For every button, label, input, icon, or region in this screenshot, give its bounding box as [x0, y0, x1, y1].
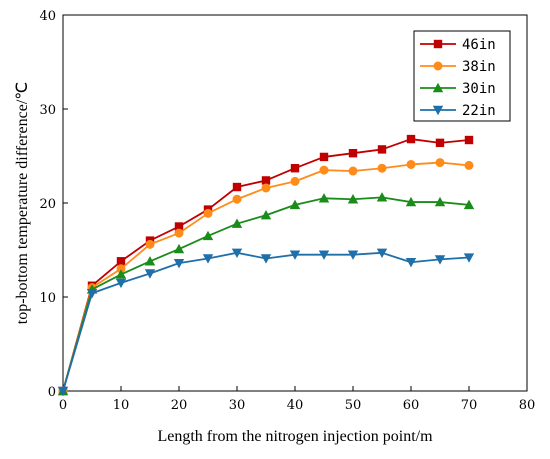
x-axis-title: Length from the nitrogen injection point…	[157, 428, 433, 445]
data-point	[231, 248, 243, 259]
data-point	[289, 250, 301, 260]
data-point	[232, 194, 242, 204]
y-tick-label: 20	[39, 197, 56, 212]
data-point	[376, 248, 388, 259]
data-point	[318, 193, 330, 203]
legend-label: 38in	[462, 59, 496, 75]
data-point	[173, 243, 185, 254]
data-point	[405, 258, 417, 268]
data-point	[57, 386, 69, 397]
x-tick-label: 40	[287, 398, 304, 413]
data-point	[115, 278, 127, 289]
data-point	[260, 210, 272, 220]
data-point	[232, 182, 242, 192]
data-point	[348, 166, 358, 176]
data-point	[173, 258, 185, 269]
legend-marker	[432, 82, 444, 93]
x-tick-label: 60	[403, 398, 420, 413]
data-point	[144, 256, 156, 266]
data-point	[260, 254, 272, 264]
data-point	[319, 165, 329, 175]
legend-label: 22in	[462, 103, 496, 119]
y-tick-label: 10	[39, 291, 56, 306]
legend-item: 30in	[420, 81, 496, 97]
y-axis: 0 10 20 30 40	[39, 9, 68, 400]
data-point	[318, 250, 330, 260]
data-point	[377, 145, 387, 154]
data-point	[434, 255, 446, 265]
data-point	[435, 158, 445, 168]
legend-marker	[433, 39, 443, 49]
data-point	[261, 183, 271, 193]
data-point	[174, 222, 184, 231]
y-tick-label: 30	[39, 103, 56, 118]
legend-label: 46in	[462, 37, 496, 53]
legend-label: 30in	[462, 81, 496, 97]
legend-item: 38in	[420, 59, 496, 75]
x-tick-label: 30	[229, 398, 246, 413]
data-point	[463, 253, 475, 263]
series-30in	[57, 192, 475, 396]
legend-marker	[432, 105, 444, 116]
data-point	[464, 160, 474, 170]
data-point	[203, 208, 213, 218]
data-point	[406, 134, 416, 144]
data-point	[290, 176, 300, 186]
data-point	[289, 199, 301, 210]
data-point	[145, 239, 155, 249]
x-axis: 0 10 20 30 40 50 60 70 80	[59, 386, 535, 413]
x-tick-label: 0	[59, 398, 67, 413]
series-layer	[57, 134, 475, 397]
legend: 46in 38in 30in 22in	[413, 30, 511, 122]
data-point	[434, 196, 446, 207]
legend-box	[413, 30, 511, 122]
data-point	[347, 250, 359, 260]
data-point	[231, 218, 243, 228]
data-point	[435, 138, 445, 148]
legend-item: 22in	[420, 103, 496, 119]
data-point	[377, 163, 387, 173]
x-tick-label: 80	[519, 398, 536, 413]
legend-item: 46in	[420, 37, 496, 53]
x-tick-label: 50	[345, 398, 362, 413]
data-point	[116, 257, 126, 266]
y-tick-label: 0	[48, 385, 56, 400]
data-point	[116, 264, 126, 274]
x-tick-label: 20	[171, 398, 188, 413]
data-point	[86, 289, 98, 299]
y-tick-label: 40	[39, 9, 56, 24]
y-axis-title: top-bottom temperature difference/℃	[14, 82, 31, 324]
data-point	[202, 254, 214, 264]
data-point	[115, 269, 127, 279]
data-point	[405, 196, 417, 207]
series-line	[62, 196, 470, 392]
x-tick-label: 70	[461, 398, 478, 413]
data-point	[406, 159, 416, 169]
data-point	[174, 228, 184, 238]
data-point	[376, 192, 388, 202]
series-22in	[57, 248, 475, 397]
data-point	[319, 152, 329, 162]
data-point	[347, 194, 359, 204]
data-point	[261, 176, 271, 185]
data-point	[463, 199, 475, 210]
x-tick-label: 10	[113, 398, 130, 413]
data-point	[290, 164, 300, 173]
data-point	[464, 135, 474, 145]
data-point	[348, 148, 358, 158]
legend-marker	[433, 61, 443, 71]
data-point	[202, 230, 214, 241]
data-point	[144, 269, 156, 279]
